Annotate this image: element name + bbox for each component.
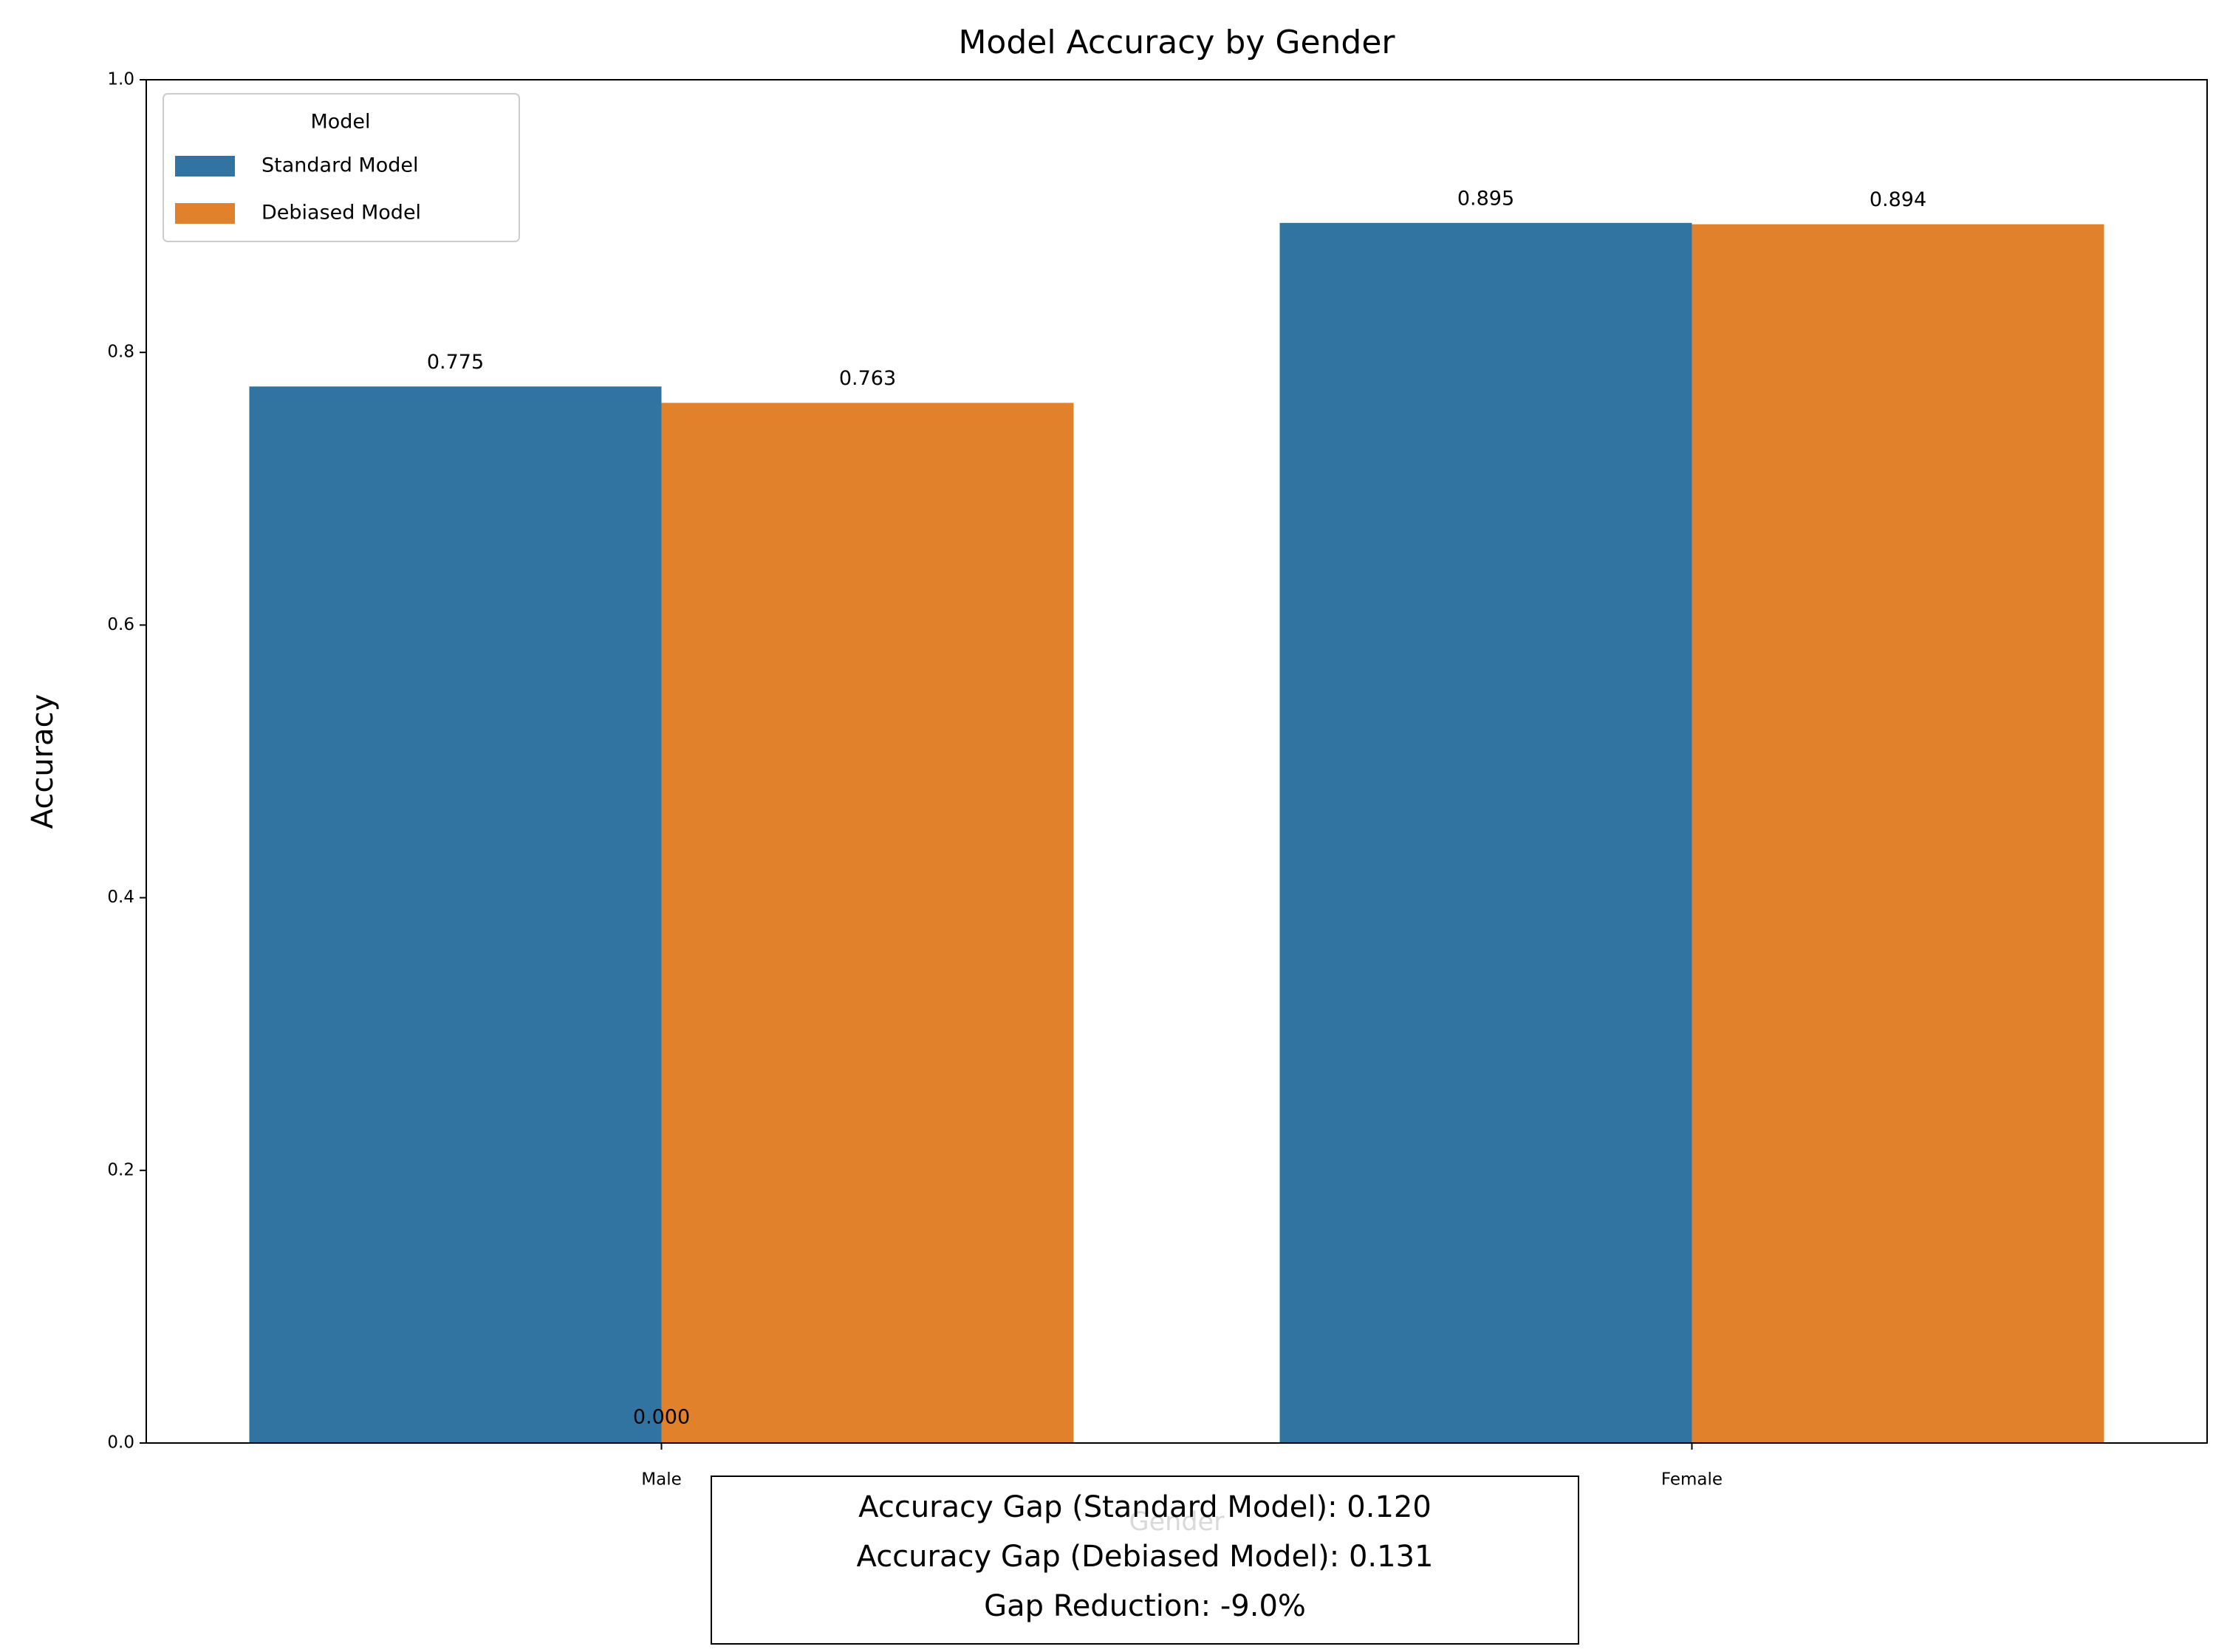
value-label: 0.775: [427, 351, 484, 374]
stats-box: [711, 1476, 1579, 1645]
bar: [1279, 222, 1692, 1444]
y-tick-label: 0.2: [107, 1160, 134, 1179]
x-tick-label: Male: [641, 1470, 681, 1490]
value-label: 0.895: [1457, 187, 1514, 210]
legend-label: Debiased Model: [261, 202, 421, 225]
stats-line: Gap Reduction: -9.0%: [984, 1589, 1306, 1623]
stats-line: Accuracy Gap (Debiased Model): 0.131: [857, 1540, 1434, 1574]
stats-line: Accuracy Gap (Standard Model): 0.120: [858, 1490, 1432, 1524]
y-axis-label: Accuracy: [26, 694, 60, 829]
bar: [1692, 224, 2104, 1443]
y-tick-label: 0.4: [107, 888, 134, 907]
legend-title: Model: [310, 111, 370, 134]
legend-swatch: [175, 203, 235, 224]
legend-swatch: [175, 156, 235, 176]
value-label: 0.763: [839, 367, 896, 390]
y-tick-label: 0.6: [107, 615, 134, 634]
annotation: 0.000: [633, 1406, 690, 1429]
bar: [249, 386, 662, 1443]
y-tick-label: 1.0: [107, 70, 134, 89]
chart-title: Model Accuracy by Gender: [958, 24, 1395, 61]
y-tick-label: 0.0: [107, 1433, 134, 1453]
x-tick-label: Female: [1661, 1470, 1723, 1490]
value-label: 0.894: [1870, 188, 1926, 211]
bar: [661, 402, 1074, 1444]
legend-box: [163, 93, 520, 242]
legend-label: Standard Model: [261, 154, 418, 177]
axes-frame: [146, 79, 2208, 1444]
y-tick-label: 0.8: [107, 343, 134, 362]
